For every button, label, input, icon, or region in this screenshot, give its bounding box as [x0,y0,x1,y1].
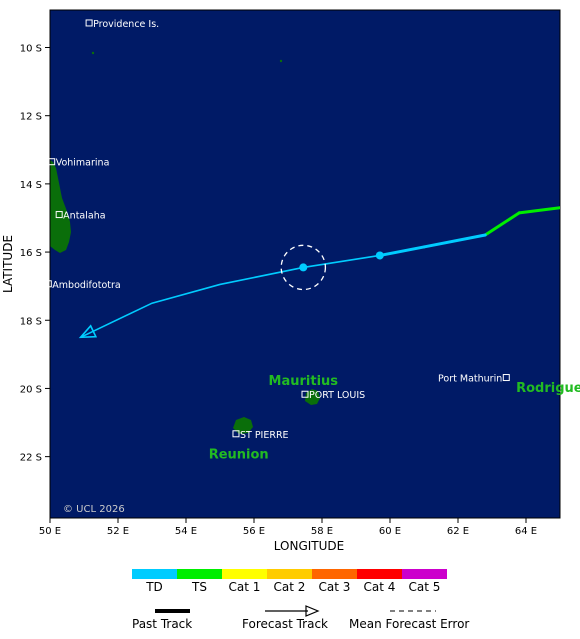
y-tick-label: 18 S [20,316,42,327]
x-tick-label: 60 E [379,526,401,537]
place-marker [48,158,56,166]
madagascar-landmass [50,160,71,253]
reunion-island [233,417,253,434]
y-tick-label: 10 S [20,44,42,55]
forecast-track-label: Forecast Track [242,617,328,631]
mean-error-label: Mean Forecast Error [349,617,469,631]
place-marker [85,19,93,27]
place-label: PORT LOUIS [309,390,365,401]
past-track-label: Past Track [132,617,192,631]
forecast-error-circle [280,244,327,291]
category-swatch [132,569,177,579]
category-label: TD [145,580,163,594]
place-label: Ambodifototra [52,280,120,291]
x-tick-label: 50 E [39,526,61,537]
islet [91,51,95,55]
category-label: Cat 3 [319,580,351,594]
x-tick-label: 56 E [243,526,265,537]
category-label: TS [191,580,207,594]
category-label: Cat 4 [364,580,396,594]
y-axis-title: LATITUDE [1,235,15,293]
place-marker [55,211,63,219]
place-marker [502,374,510,382]
y-tick-label: 20 S [20,384,42,395]
legend: TD TS Cat 1 Cat 2 Cat 3 Cat 4 Cat 5 Past Track… [132,569,469,631]
place-marker [301,390,309,398]
cyclone-tracks [78,206,560,339]
category-swatch [357,569,402,579]
track-point [299,263,308,272]
latitude-ticks: 10 S 12 S 14 S 16 S 18 S 20 S 22 S [20,44,50,464]
category-label: Cat 5 [409,580,441,594]
x-tick-label: 62 E [447,526,469,537]
place-label: ST PIERRE [240,430,289,441]
category-swatch [312,569,357,579]
mauritius-island [305,389,320,405]
place-label: Port Mathurin [438,374,502,385]
past-track-segment [422,233,487,249]
x-tick-label: 64 E [515,526,537,537]
region-label: Reunion [209,447,269,462]
y-tick-label: 16 S [20,248,42,259]
place-labels: Providence Is. Vohimarina Antalaha Ambodifo… [44,19,510,441]
category-swatch [222,569,267,579]
y-tick-label: 12 S [20,112,42,123]
category-swatch [402,569,447,579]
place-label: Antalaha [63,211,105,222]
y-tick-label: 22 S [20,453,42,464]
past-track-segment [378,245,426,257]
category-swatch [177,569,222,579]
forecast-arrow-icon [78,324,98,339]
plot-frame [49,9,561,519]
islet [279,59,283,63]
forecast-arrow-icon [305,605,320,617]
y-tick-label: 14 S [20,180,42,191]
region-labels: Mauritius Reunion Rodrigues [209,374,580,462]
x-tick-label: 58 E [311,526,333,537]
copyright-text: © UCL 2026 [63,504,125,515]
category-color-bar: TD TS Cat 1 Cat 2 Cat 3 Cat 4 Cat 5 [132,569,447,594]
x-tick-label: 54 E [175,526,197,537]
place-label: Vohimarina [56,158,110,169]
x-axis-title: LONGITUDE [274,539,344,553]
place-marker [44,280,52,288]
place-label: Providence Is. [93,19,159,30]
region-label: Rodrigues [516,381,580,396]
longitude-ticks: 50 E 52 E 54 E 56 E 58 E 60 E 62 E 64 E [39,518,537,537]
track-point [375,251,384,260]
category-label: Cat 1 [229,580,261,594]
past-track-segment [483,211,521,237]
forecast-track-line [80,254,380,339]
category-label: Cat 2 [274,580,306,594]
past-track-segment [517,206,560,215]
x-tick-label: 52 E [107,526,129,537]
category-swatch [267,569,312,579]
region-label: Mauritius [269,374,339,389]
place-marker [232,430,240,438]
